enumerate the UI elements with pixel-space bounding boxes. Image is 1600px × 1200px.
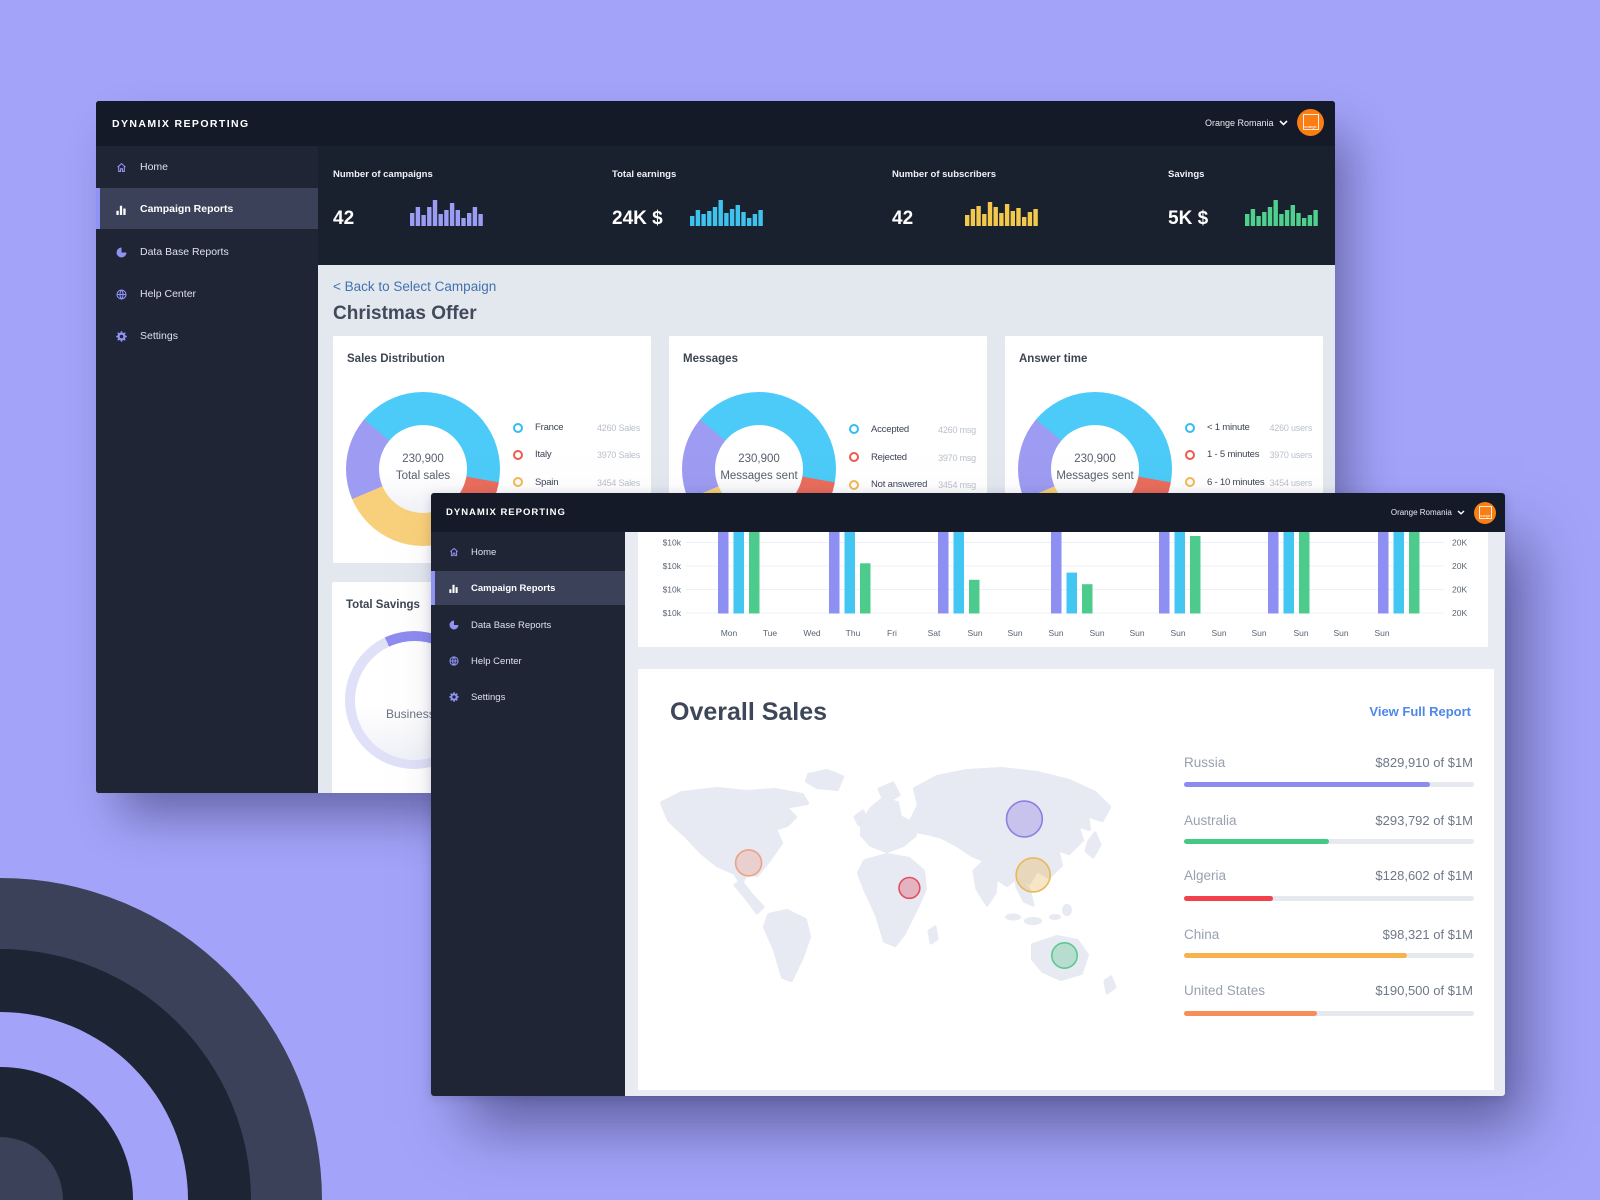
- svg-text:Tue: Tue: [763, 628, 778, 638]
- svg-text:Sun: Sun: [1129, 628, 1144, 638]
- svg-text:$10k: $10k: [663, 561, 682, 571]
- svg-text:Sun: Sun: [1048, 628, 1063, 638]
- svg-text:Fri: Fri: [887, 628, 897, 638]
- svg-text:20K: 20K: [1452, 561, 1467, 571]
- svg-text:20K: 20K: [1452, 608, 1467, 618]
- svg-text:Mon: Mon: [721, 628, 738, 638]
- svg-text:20K: 20K: [1452, 538, 1467, 548]
- svg-text:20K: 20K: [1452, 585, 1467, 595]
- svg-text:Sun: Sun: [1333, 628, 1348, 638]
- svg-text:Sun: Sun: [1089, 628, 1104, 638]
- svg-text:$10k: $10k: [663, 608, 682, 618]
- svg-text:Sun: Sun: [1211, 628, 1226, 638]
- svg-text:Sun: Sun: [1374, 628, 1389, 638]
- svg-text:Sun: Sun: [1293, 628, 1308, 638]
- svg-text:Wed: Wed: [803, 628, 821, 638]
- svg-text:Sun: Sun: [1007, 628, 1022, 638]
- svg-text:$10k: $10k: [663, 585, 682, 595]
- svg-text:Sun: Sun: [967, 628, 982, 638]
- svg-text:Sun: Sun: [1251, 628, 1266, 638]
- svg-text:Sat: Sat: [928, 628, 941, 638]
- svg-text:Sun: Sun: [1170, 628, 1185, 638]
- svg-text:$10k: $10k: [663, 538, 682, 548]
- svg-text:Thu: Thu: [846, 628, 861, 638]
